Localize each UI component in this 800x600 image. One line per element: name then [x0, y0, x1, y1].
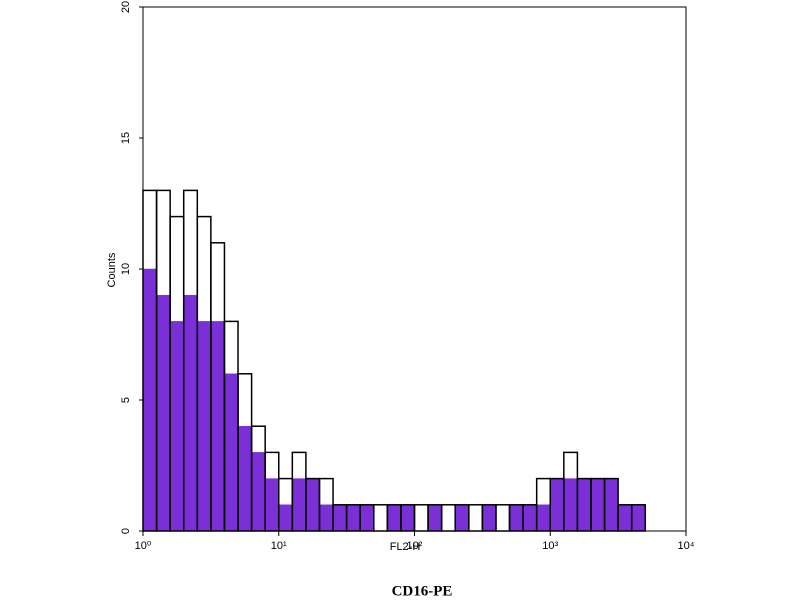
bar-outline	[440, 504, 456, 532]
bar	[400, 504, 415, 532]
x-tick-label: 10⁴	[678, 540, 695, 552]
bar	[224, 373, 239, 532]
bar	[482, 504, 497, 532]
bar	[522, 504, 537, 532]
bar	[631, 504, 646, 532]
bar	[305, 478, 320, 532]
bar	[536, 504, 551, 532]
bar	[292, 478, 307, 532]
bar	[604, 478, 619, 532]
caption: CD16-PE	[392, 583, 453, 599]
bar	[577, 478, 592, 532]
x-tick-label: 10²	[407, 540, 423, 552]
bar	[210, 321, 225, 532]
bar	[237, 425, 252, 532]
bar	[264, 478, 280, 532]
x-tick-label: 10⁰	[135, 540, 152, 552]
y-tick-label: 10	[120, 263, 132, 275]
bar	[617, 504, 632, 532]
y-tick-label: 5	[120, 397, 132, 403]
bar	[169, 321, 184, 532]
bar-outline	[495, 504, 511, 532]
bar	[550, 478, 565, 532]
bar	[332, 504, 347, 532]
bar-outline	[373, 504, 389, 532]
bar	[142, 268, 157, 532]
bar-outline	[468, 504, 484, 532]
bar	[427, 504, 442, 532]
y-tick-label: 20	[120, 1, 132, 13]
bar	[183, 294, 198, 532]
bar	[590, 478, 605, 532]
y-tick-label: 15	[120, 132, 132, 144]
y-tick-label: 0	[120, 528, 132, 534]
bar	[156, 294, 171, 532]
bar	[454, 504, 470, 532]
bar	[251, 452, 266, 532]
bar	[359, 504, 375, 532]
y-axis-label: Counts	[106, 252, 118, 287]
bar	[563, 478, 578, 532]
bar	[387, 504, 402, 532]
x-tick-label: 10³	[542, 540, 558, 552]
bar	[319, 504, 334, 532]
bar	[278, 504, 293, 532]
bar-outline	[413, 504, 429, 532]
x-tick-label: 10¹	[271, 540, 287, 552]
bar	[197, 321, 212, 532]
bar	[346, 504, 361, 532]
bar	[509, 504, 524, 532]
x-axis-label: FL2-H	[390, 541, 421, 553]
